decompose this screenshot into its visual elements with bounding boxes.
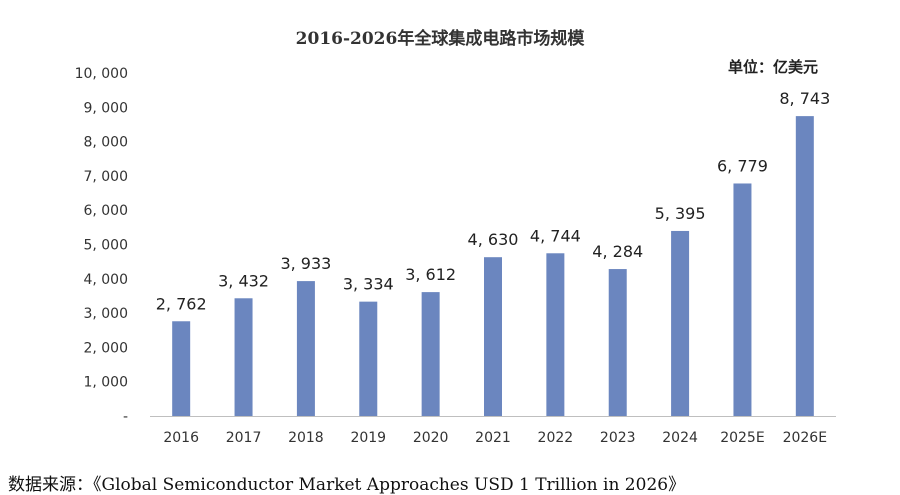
bar: [296, 281, 315, 416]
source-note: 数据来源：《Global Semiconductor Market Approa…: [8, 475, 686, 495]
data-label: 6, 779: [717, 156, 768, 175]
data-label: 4, 744: [530, 226, 581, 245]
y-tick-label: 8, 000: [83, 135, 128, 151]
chart-title: 2016-2026年全球集成电路市场规模: [296, 28, 586, 49]
data-label: 5, 395: [655, 204, 706, 223]
data-label: 3, 334: [343, 275, 394, 294]
data-label: 3, 933: [280, 254, 331, 273]
data-label: 3, 432: [218, 271, 269, 290]
x-tick-label: 2017: [226, 430, 262, 446]
bar: [795, 116, 814, 416]
y-tick-label: -: [123, 409, 128, 425]
data-labels: 2, 762 3, 432 3, 933 3, 334 3, 612 4, 630 4, 7…: [156, 89, 831, 313]
x-axis-ticks: 2016 2017 2018 2019 2020 2021 2022 2023 2024 2025…: [163, 430, 827, 446]
x-tick-label: 2016: [163, 430, 199, 446]
x-tick-label: 2020: [413, 430, 449, 446]
data-label: 2, 762: [156, 294, 207, 313]
bar: [608, 269, 627, 416]
x-tick-label: 2025E: [720, 430, 764, 446]
x-tick-label: 2021: [475, 430, 511, 446]
bar: [484, 257, 502, 416]
bar: [359, 301, 378, 416]
bar: [421, 292, 440, 416]
data-label: 8, 743: [779, 89, 830, 108]
data-label: 4, 630: [468, 230, 519, 249]
x-tick-label: 2022: [538, 430, 574, 446]
y-axis-ticks: - 1, 000 2, 000 3, 000 4, 000 5, 000 6, 000 7, …: [75, 66, 128, 425]
bar: [172, 321, 191, 416]
bar: [733, 183, 752, 416]
data-label: 4, 284: [592, 242, 643, 261]
y-tick-label: 3, 000: [83, 306, 128, 322]
y-tick-label: 1, 000: [83, 375, 128, 391]
bar: [671, 230, 690, 416]
y-tick-label: 6, 000: [83, 203, 128, 219]
y-tick-label: 9, 000: [83, 100, 128, 116]
x-tick-label: 2026E: [783, 430, 827, 446]
data-label: 3, 612: [405, 265, 456, 284]
bars-group: [172, 116, 814, 416]
y-tick-label: 10, 000: [75, 66, 128, 82]
y-tick-label: 5, 000: [83, 238, 128, 254]
bar-chart: 2016-2026年全球集成电路市场规模 单位：亿美元 - 1, 000 2, 00…: [75, 28, 836, 446]
y-tick-label: 4, 000: [83, 272, 128, 288]
x-tick-label: 2019: [350, 430, 386, 446]
x-tick-label: 2024: [662, 430, 698, 446]
y-tick-label: 2, 000: [83, 340, 128, 356]
unit-label: 单位：亿美元: [728, 58, 818, 76]
y-tick-label: 7, 000: [83, 169, 128, 185]
x-tick-label: 2018: [288, 430, 324, 446]
bar: [234, 298, 253, 416]
bar: [546, 253, 565, 416]
x-tick-label: 2023: [600, 430, 636, 446]
